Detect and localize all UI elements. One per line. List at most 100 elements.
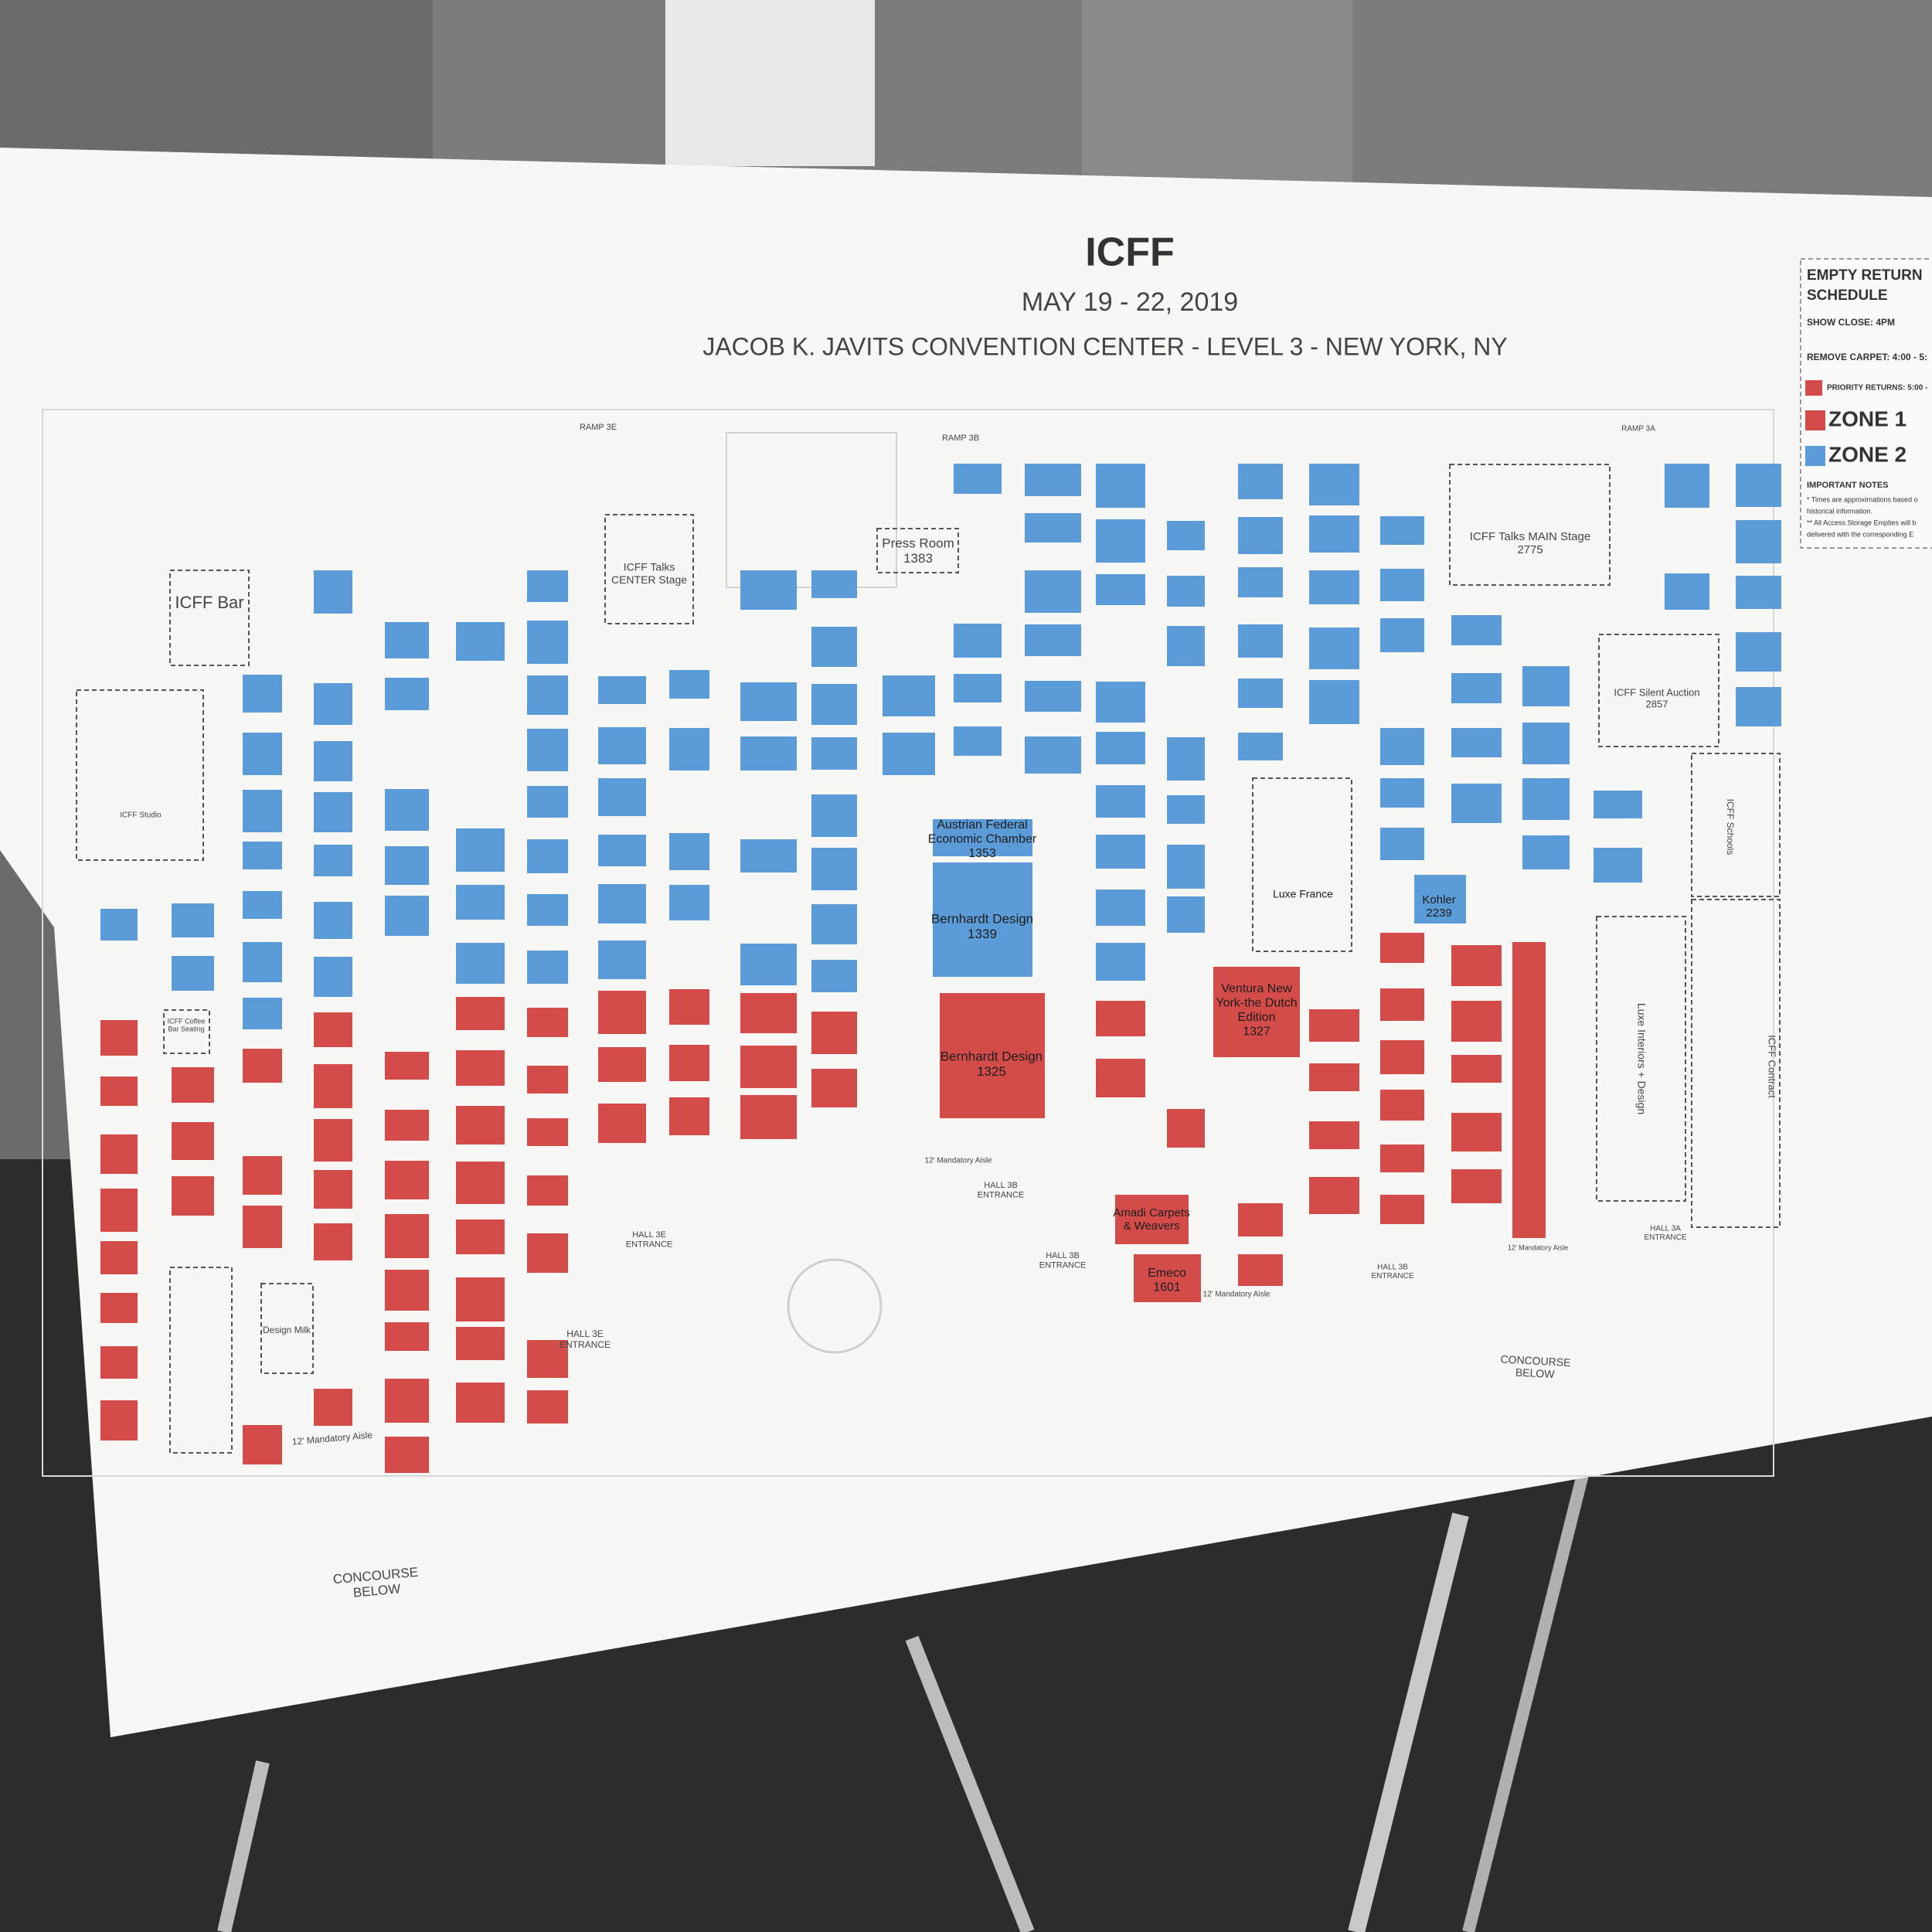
booth bbox=[1309, 628, 1359, 669]
booth bbox=[1238, 624, 1283, 658]
booth bbox=[1380, 569, 1424, 601]
booth bbox=[314, 1064, 352, 1108]
booth bbox=[172, 1122, 214, 1160]
map-label-line: RAMP 3B bbox=[942, 434, 979, 443]
map-label-line: Bernhardt Design bbox=[931, 911, 1033, 926]
booth bbox=[1167, 845, 1205, 889]
map-label-line: Bar Seating bbox=[168, 1026, 204, 1033]
booth bbox=[1096, 785, 1145, 818]
map-label-line: ICFF Silent Auction bbox=[1614, 686, 1699, 698]
booth bbox=[598, 778, 646, 816]
map-label-line: BELOW bbox=[1515, 1366, 1556, 1380]
booth-number: 2857 bbox=[1646, 698, 1668, 709]
legend-zone: ZONE 2 bbox=[1828, 442, 1906, 466]
booth bbox=[243, 1206, 282, 1248]
feature-booth bbox=[933, 862, 1032, 977]
booth bbox=[243, 942, 282, 982]
booth bbox=[527, 786, 568, 818]
booth bbox=[385, 896, 429, 936]
booth bbox=[811, 627, 857, 667]
booth bbox=[385, 622, 429, 658]
booth bbox=[1309, 464, 1359, 505]
booth bbox=[527, 675, 568, 715]
booth bbox=[883, 733, 935, 775]
booth bbox=[100, 1346, 138, 1379]
booth bbox=[1025, 681, 1081, 712]
booth bbox=[811, 1069, 857, 1107]
booth bbox=[954, 726, 1002, 756]
booth bbox=[527, 951, 568, 984]
feature-booth bbox=[1414, 875, 1466, 923]
booth bbox=[1522, 778, 1570, 820]
booth bbox=[1736, 576, 1781, 609]
booth bbox=[314, 1170, 352, 1209]
booth bbox=[456, 1106, 505, 1145]
reserved-area bbox=[169, 570, 250, 666]
booth bbox=[811, 737, 857, 770]
map-label: Luxe Interiors + Design bbox=[1635, 1003, 1648, 1114]
legend-remove-carpet: REMOVE CARPET: 4:00 - 5: bbox=[1807, 352, 1927, 362]
booth bbox=[1096, 682, 1145, 723]
reserved-area bbox=[260, 1283, 314, 1374]
map-label-line: ENTRANCE bbox=[1644, 1233, 1686, 1242]
booth bbox=[172, 903, 214, 937]
feature-booth bbox=[933, 819, 1032, 856]
map-label-line: Emeco bbox=[1148, 1267, 1186, 1280]
booth bbox=[1380, 1090, 1424, 1121]
hall-rotunda bbox=[787, 1258, 883, 1354]
booth bbox=[314, 570, 352, 614]
booth bbox=[598, 991, 646, 1034]
booth-number: 2775 bbox=[1517, 543, 1543, 556]
booth bbox=[243, 733, 282, 775]
booth bbox=[527, 1008, 568, 1037]
map-label-line: HALL 3B bbox=[1377, 1264, 1408, 1272]
map-label: Amadi Carpets& Weavers bbox=[1113, 1206, 1189, 1233]
booth bbox=[1380, 1195, 1424, 1224]
booth bbox=[1025, 570, 1081, 613]
booth bbox=[740, 993, 797, 1033]
booth bbox=[1096, 574, 1145, 605]
map-label: Luxe France bbox=[1273, 888, 1333, 900]
booth bbox=[1309, 570, 1359, 604]
easel-leg bbox=[1462, 1467, 1590, 1932]
legend-title: SCHEDULE bbox=[1807, 287, 1888, 304]
legend-note: ** All Access Storage Empties will b bbox=[1807, 519, 1917, 526]
booth bbox=[314, 1223, 352, 1260]
booth bbox=[456, 828, 505, 872]
booth bbox=[527, 1175, 568, 1206]
booth bbox=[811, 960, 857, 992]
booth bbox=[740, 839, 797, 872]
booth bbox=[243, 1156, 282, 1195]
booth bbox=[1025, 513, 1081, 543]
map-label-line: ICFF Bar bbox=[175, 593, 243, 612]
reserved-area bbox=[169, 1267, 233, 1454]
legend-swatch bbox=[1805, 446, 1825, 466]
booth bbox=[527, 894, 568, 926]
booth bbox=[1309, 1177, 1359, 1214]
map-label-line: ICFF Schools bbox=[1725, 799, 1736, 855]
booth bbox=[100, 1400, 138, 1440]
map-label-line: HALL 3E bbox=[632, 1230, 666, 1240]
feature-booth bbox=[1115, 1195, 1189, 1244]
map-label-line: ENTRANCE bbox=[1371, 1272, 1413, 1281]
map-label-line: Economic Chamber bbox=[928, 833, 1037, 846]
booth bbox=[456, 1162, 505, 1204]
booth bbox=[1167, 896, 1205, 933]
booth bbox=[811, 904, 857, 944]
booth-number: 1601 bbox=[1153, 1281, 1181, 1294]
booth bbox=[598, 1047, 646, 1082]
map-label-line: 12' Mandatory Aisle bbox=[925, 1157, 992, 1165]
booth bbox=[314, 957, 352, 997]
booth bbox=[243, 1049, 282, 1083]
booth bbox=[1096, 519, 1145, 563]
booth bbox=[385, 789, 429, 831]
booth bbox=[811, 848, 857, 890]
booth bbox=[740, 682, 797, 721]
booth bbox=[1167, 737, 1205, 781]
booth bbox=[1309, 680, 1359, 724]
